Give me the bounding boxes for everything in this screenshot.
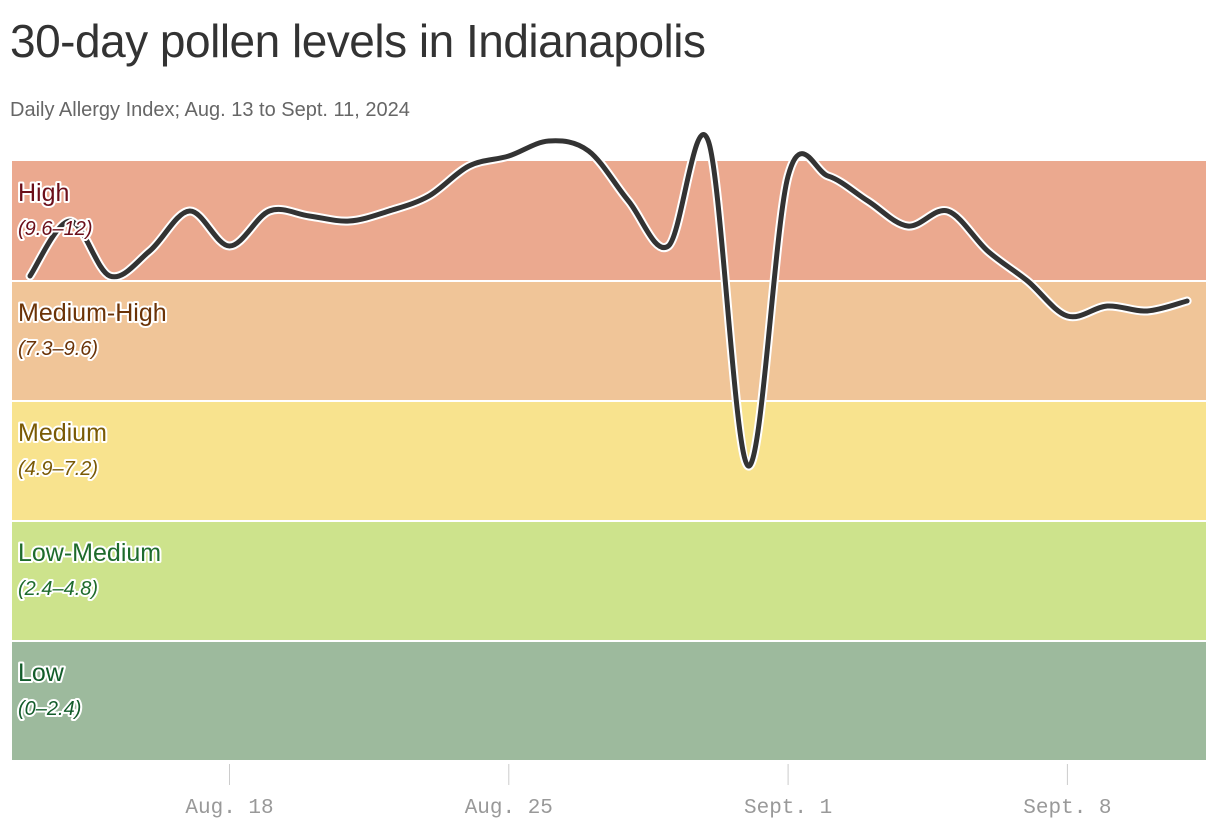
- data-point-2024-08-29: [666, 244, 671, 249]
- band-labels: High (9.6–12) Medium-High (7.3–9.6) Medium (4…: [16, 177, 169, 722]
- data-point-2024-08-28: [626, 199, 631, 204]
- band-low-medium: [12, 522, 1206, 640]
- series-line: [27, 132, 1190, 469]
- chart-title: 30-day pollen levels in Indianapolis: [10, 15, 706, 67]
- x-tick-label: Sept. 8: [1023, 797, 1111, 820]
- data-point-2024-08-18: [227, 244, 232, 249]
- band-range-label: (0–2.4): [18, 698, 81, 720]
- data-point-2024-09-05: [945, 209, 950, 214]
- x-axis: Aug. 18 Aug. 25 Sept. 1 Sept. 8: [185, 764, 1112, 820]
- band-label: Medium: [18, 419, 107, 447]
- data-point-2024-08-26: [546, 139, 551, 144]
- band-label: Low-Medium: [18, 539, 161, 567]
- data-point-2024-09-04: [905, 224, 910, 229]
- data-point-2024-08-24: [466, 164, 471, 169]
- data-point-2024-09-11: [1185, 299, 1190, 304]
- data-point-2024-09-10: [1145, 309, 1150, 314]
- data-point-2024-08-27: [586, 149, 591, 154]
- data-point-2024-08-13: [28, 274, 33, 279]
- data-point-2024-08-15: [107, 274, 112, 279]
- band-label: High: [18, 179, 69, 207]
- data-point-2024-09-09: [1105, 304, 1110, 309]
- data-point-2024-09-03: [865, 199, 870, 204]
- data-point-2024-09-08: [1065, 314, 1070, 319]
- allergy-bands: [12, 161, 1206, 760]
- data-point-2024-08-20: [307, 214, 312, 219]
- band-range-label: (4.9–7.2): [18, 458, 98, 480]
- data-point-2024-08-31: [746, 464, 751, 469]
- band-label: Medium-High: [18, 299, 167, 327]
- band-range-label: (7.3–9.6): [18, 338, 98, 360]
- band-range-label: (9.6–12): [18, 218, 93, 240]
- data-point-2024-08-25: [506, 154, 511, 159]
- data-point-2024-09-02: [826, 174, 831, 179]
- band-range-label: (2.4–4.8): [18, 578, 98, 600]
- data-point-2024-08-19: [267, 209, 272, 214]
- data-point-2024-09-01: [786, 174, 791, 179]
- band-medium-high: [12, 282, 1206, 400]
- data-point-2024-08-30: [706, 139, 711, 144]
- x-tick-label: Aug. 18: [185, 797, 273, 820]
- band-low: [12, 642, 1206, 760]
- data-point-2024-08-21: [347, 219, 352, 224]
- data-point-2024-08-23: [427, 194, 432, 199]
- data-point-2024-09-06: [985, 249, 990, 254]
- data-point-2024-08-16: [147, 249, 152, 254]
- chart-subtitle: Daily Allergy Index; Aug. 13 to Sept. 11…: [10, 99, 410, 121]
- band-label: Low: [18, 659, 65, 687]
- data-point-2024-08-17: [187, 209, 192, 214]
- data-point-2024-08-22: [387, 209, 392, 214]
- x-tick-label: Sept. 1: [744, 797, 832, 820]
- series-line-layer: [25, 130, 1192, 471]
- band-medium: [12, 402, 1206, 520]
- data-point-2024-09-07: [1025, 279, 1030, 284]
- x-tick-label: Aug. 25: [465, 797, 553, 820]
